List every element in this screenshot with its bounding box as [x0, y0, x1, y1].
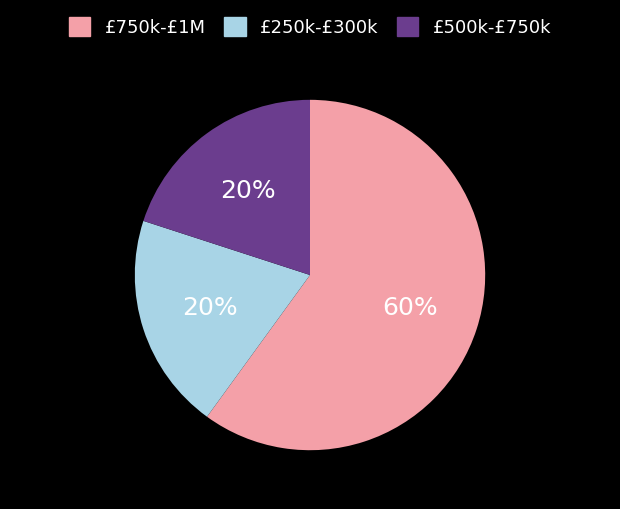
Text: 20%: 20%: [182, 296, 238, 320]
Wedge shape: [135, 221, 310, 417]
Text: 20%: 20%: [220, 179, 276, 203]
Wedge shape: [207, 101, 485, 450]
Text: 60%: 60%: [382, 296, 438, 320]
Legend: £750k-£1M, £250k-£300k, £500k-£750k: £750k-£1M, £250k-£300k, £500k-£750k: [60, 9, 560, 46]
Wedge shape: [143, 101, 310, 275]
